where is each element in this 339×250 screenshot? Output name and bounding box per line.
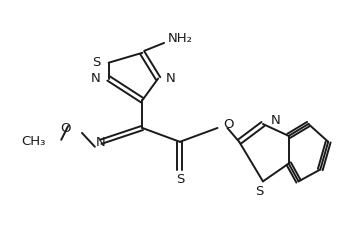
Text: N: N <box>91 72 101 85</box>
Text: NH₂: NH₂ <box>168 32 193 46</box>
Text: O: O <box>223 118 234 130</box>
Text: N: N <box>271 114 281 126</box>
Text: O: O <box>61 122 71 136</box>
Text: N: N <box>96 136 106 149</box>
Text: CH₃: CH₃ <box>21 135 45 148</box>
Text: S: S <box>255 185 263 198</box>
Text: N: N <box>166 72 176 85</box>
Text: S: S <box>176 173 184 186</box>
Text: S: S <box>93 56 101 69</box>
